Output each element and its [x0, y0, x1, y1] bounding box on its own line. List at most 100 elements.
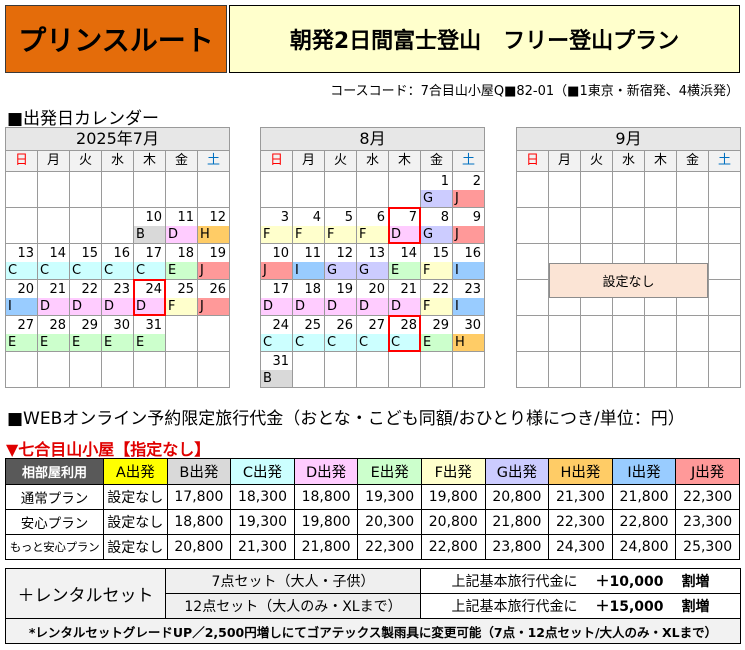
calendar-day-cell: 25 C	[293, 316, 325, 352]
calendar-day-cell: 24 C	[261, 316, 293, 352]
day-number: 23	[464, 282, 481, 297]
price-cell: 21,300	[230, 534, 295, 560]
calendar-empty-cell	[166, 172, 198, 208]
calendar-month-title: 9月	[517, 128, 741, 151]
price-cell: 22,800	[611, 509, 677, 535]
plan-name: もっと安心プラン	[5, 534, 104, 560]
price-table-body: 相部屋利用 A出発 B出発 C出発 D出発 E出発 F出発 G出発 H出発 I出発 J出発 通常プラン…	[5, 458, 740, 560]
calendar-day-cell: 28 E	[38, 316, 70, 352]
surcharge-prefix: 上記基本旅行代金に	[451, 599, 578, 615]
departure-code: C	[6, 262, 37, 279]
price-cell: 21,800	[611, 484, 677, 510]
calendar-day-cell: 23 D	[102, 280, 134, 316]
calendar-empty-cell	[581, 352, 613, 388]
rental-option-name: 7点セット（大人・子供）	[165, 568, 421, 594]
lodging-subtitle: ▼七合目山小屋【指定なし】	[6, 440, 211, 459]
day-number: 15	[432, 246, 449, 261]
weekday-label: 水	[357, 151, 389, 172]
calendar-empty-cell	[613, 316, 645, 352]
departure-code: D	[102, 298, 133, 315]
calendar-empty-cell	[613, 172, 645, 208]
calendar-empty-cell	[613, 208, 645, 244]
departure-code: C	[70, 262, 101, 279]
day-number: 13	[17, 246, 34, 261]
day-number: 19	[209, 246, 226, 261]
price-cell: 設定なし	[103, 484, 168, 510]
rental-price-text: 上記基本旅行代金に ＋10,000 割増	[422, 571, 740, 591]
calendar-august: 8月日月火水木金土 1 G 2 J 3 F 4 F 5 F 6 F 7 D 8 G 9 J 10 J 11 I 12 G 13 G 1…	[260, 127, 485, 388]
departure-code-header: B出発	[166, 458, 232, 485]
calendar-empty-cell	[198, 172, 230, 208]
price-header-row: 相部屋利用 A出発 B出発 C出発 D出発 E出発 F出発 G出発 H出発 I出発 J出発	[5, 458, 740, 485]
weekday-label: 月	[293, 151, 325, 172]
departure-code: D	[357, 298, 388, 315]
calendar-empty-cell	[198, 352, 230, 388]
weekday-label: 土	[198, 151, 230, 172]
calendar-day-cell: 23 I	[453, 280, 485, 316]
calendar-july: 2025年7月日月火水木金土 10 B 11 D 12 H 13 C 14 C 15 C 16 C 17 C 18…	[5, 127, 230, 388]
calendar-empty-cell	[38, 352, 70, 388]
calendar-empty-cell	[645, 352, 677, 388]
calendar-day-cell: 11 I	[293, 244, 325, 280]
departure-code: J	[453, 190, 484, 207]
day-number: 16	[113, 246, 130, 261]
calendar-day-cell: 30 E	[102, 316, 134, 352]
price-cell: 19,300	[230, 509, 295, 535]
surcharge-amount: ＋10,000	[595, 574, 664, 590]
departure-code: D	[134, 298, 165, 315]
calendar-empty-cell	[677, 172, 709, 208]
rental-option-price: 上記基本旅行代金に ＋10,000 割増	[420, 568, 741, 594]
departure-code: G	[357, 262, 388, 279]
departure-code: C	[134, 262, 165, 279]
departure-code: E	[6, 334, 37, 351]
departure-code: B	[134, 226, 165, 243]
calendar-empty-cell	[357, 172, 389, 208]
calendar-empty-cell	[517, 172, 549, 208]
rental-price-text: 上記基本旅行代金に ＋15,000 割増	[422, 596, 740, 616]
price-cell: 18,300	[230, 484, 295, 510]
rental-set-table: ＋レンタルセット 7点セット（大人・子供） 上記基本旅行代金に ＋10,000 …	[5, 568, 741, 644]
day-number: 1	[440, 174, 449, 189]
day-number: 24	[272, 318, 289, 333]
price-cell: 20,300	[357, 509, 422, 535]
weekday-label: 火	[325, 151, 357, 172]
calendar-empty-cell	[6, 172, 38, 208]
day-number: 19	[336, 282, 353, 297]
price-cell: 21,300	[548, 484, 613, 510]
day-number: 22	[432, 282, 449, 297]
departure-code: G	[421, 190, 452, 207]
day-number: 25	[304, 318, 321, 333]
price-row: 安心プラン 設定なし 18,800 19,300 19,800 20,300 20,800 2…	[5, 509, 740, 535]
weekday-label: 月	[38, 151, 70, 172]
price-cell: 20,800	[484, 484, 550, 510]
surcharge-prefix: 上記基本旅行代金に	[451, 574, 578, 590]
day-number: 2	[472, 174, 481, 189]
price-cell: 18,800	[166, 509, 232, 535]
departure-code: D	[389, 298, 420, 315]
calendar-empty-cell	[645, 316, 677, 352]
calendar-empty-cell	[70, 352, 102, 388]
calendar-empty-cell	[709, 316, 741, 352]
day-number: 27	[368, 318, 385, 333]
price-cell: 23,300	[675, 509, 740, 535]
day-number: 26	[336, 318, 353, 333]
day-number: 24	[145, 282, 162, 297]
departure-code: F	[421, 298, 452, 315]
calendar-day-cell-highlighted: 28 C	[388, 315, 421, 352]
calendar-day-cell: 19 J	[198, 244, 230, 280]
departure-code: J	[198, 298, 229, 315]
departure-code: E	[166, 262, 197, 279]
calendar-day-cell: 10 J	[261, 244, 293, 280]
weekday-label: 金	[421, 151, 453, 172]
calendar-empty-cell	[134, 352, 166, 388]
calendar-day-cell: 26 C	[325, 316, 357, 352]
calendar-empty-cell	[6, 352, 38, 388]
calendar-empty-cell	[581, 208, 613, 244]
price-cell: 22,300	[675, 484, 740, 510]
calendar-empty-cell	[709, 352, 741, 388]
calendar-day-cell: 15 F	[421, 244, 453, 280]
calendar-section-title: ■出発日カレンダー	[7, 109, 160, 129]
departure-code-header: I出発	[611, 458, 677, 485]
calendar-day-cell-highlighted: 24 D	[133, 279, 166, 316]
